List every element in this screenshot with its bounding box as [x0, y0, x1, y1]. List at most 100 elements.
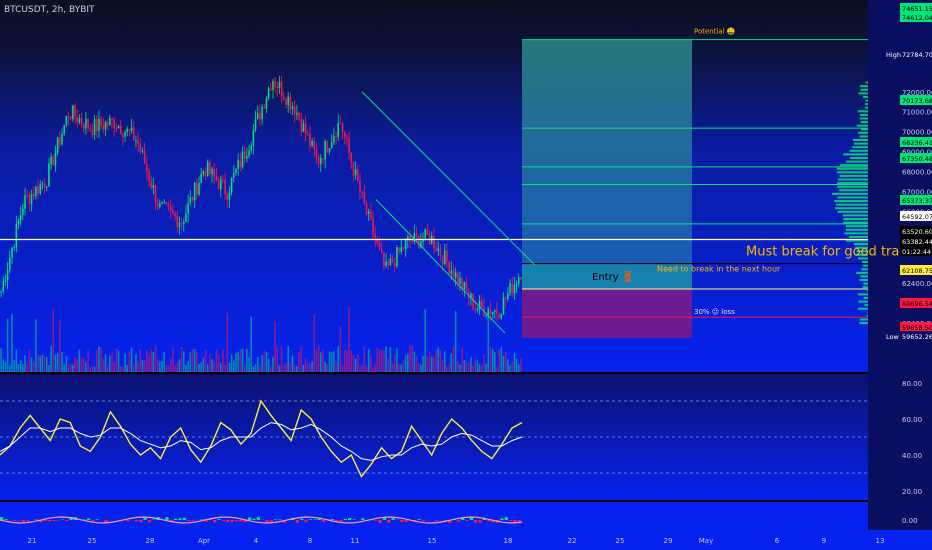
volume-bar [263, 350, 266, 372]
volume-bar [394, 354, 396, 372]
volume-bar [11, 314, 13, 372]
volume-bar [296, 366, 298, 372]
osc-bar [321, 520, 326, 522]
price-tick-label: 69000.00 [902, 149, 932, 157]
volume-profile-bar [860, 275, 868, 278]
rsi-line [0, 399, 523, 478]
candle-body [89, 127, 92, 130]
osc-bar [213, 520, 217, 523]
candle-body [426, 229, 429, 236]
osc-bar [517, 520, 521, 523]
volume-profile-bar [849, 156, 868, 159]
volume-bar [346, 350, 348, 372]
candle-body [417, 235, 420, 248]
volume-bar [185, 364, 187, 372]
candle-body [463, 281, 466, 290]
candle-body [411, 240, 413, 242]
x-tick-label: 11 [351, 537, 360, 545]
x-tick-label: 22 [568, 537, 577, 545]
candle-body [126, 128, 128, 132]
volume-bar [446, 366, 448, 372]
osc-bar [504, 517, 508, 520]
osc-bar [87, 518, 91, 520]
rsi-tick-label: 20.00 [902, 488, 922, 496]
price-tag-value: 72784.70 [902, 51, 932, 59]
volume-bar [265, 352, 268, 372]
volume-profile-bar [864, 304, 868, 307]
osc-bar [343, 518, 347, 520]
candle-body [6, 269, 9, 281]
candle-body [32, 193, 35, 197]
volume-bar [409, 345, 411, 372]
osc-bar [139, 520, 143, 523]
candle-body [189, 197, 192, 204]
candle-body [261, 106, 263, 120]
x-axis-background [0, 530, 932, 550]
volume-bar [102, 358, 105, 372]
candle-body [500, 313, 503, 319]
price-tag-value: 70173.68 [902, 97, 932, 105]
volume-bar [35, 319, 37, 372]
volume-bar [289, 361, 292, 372]
candle-body [504, 297, 507, 299]
candle-body [193, 182, 196, 201]
osc-bar [104, 520, 108, 523]
candle-body [457, 272, 459, 284]
volume-bar [111, 353, 113, 372]
volume-profile-bar [865, 99, 868, 102]
price-tag [900, 322, 932, 332]
price-tag-value: 64592.07 [902, 213, 932, 221]
volume-bar [98, 346, 100, 372]
candle-body [322, 158, 324, 160]
candle-body [509, 283, 511, 294]
candle-body [4, 280, 7, 282]
osc-bar [469, 517, 474, 520]
volume-bar [504, 351, 507, 372]
volume-profile-bar [857, 307, 868, 310]
volume-bar [172, 346, 174, 372]
candle-body [346, 137, 348, 139]
candle-body [250, 145, 252, 151]
candle-body [485, 315, 487, 317]
osc-bar [234, 520, 239, 522]
price-tag [900, 95, 932, 105]
volume-bar [283, 364, 285, 372]
candle-body [67, 116, 70, 118]
volume-bar [502, 356, 505, 372]
osc-bar [52, 520, 56, 521]
volume-bar [193, 349, 196, 372]
candle-body [280, 82, 283, 97]
volume-bar [50, 345, 52, 372]
osc-bar [334, 520, 339, 523]
volume-bar [476, 360, 479, 372]
volume-bar [309, 363, 311, 372]
candle-body [354, 169, 357, 176]
volume-profile-bar [838, 189, 868, 192]
volume-bar [133, 364, 135, 372]
volume-bar [402, 360, 405, 372]
x-tick-label: 9 [822, 537, 826, 545]
volume-bar [152, 351, 155, 372]
main-pane-background [0, 0, 868, 372]
candle-body [326, 141, 329, 152]
volume-bar [267, 358, 270, 372]
volume-bar [441, 359, 444, 372]
volume-bar [124, 353, 126, 372]
candle-body [148, 171, 150, 181]
volume-bar [507, 359, 509, 372]
volume-bar [143, 360, 146, 372]
candle-body [226, 193, 229, 200]
candle-body [139, 143, 142, 152]
volume-bar [304, 358, 307, 372]
volume-profile-bar [855, 253, 868, 256]
volume-profile-bar [865, 81, 868, 84]
volume-bar [213, 362, 215, 372]
candle-body [146, 164, 148, 172]
volume-bar [67, 365, 70, 372]
volume-bar [426, 356, 429, 372]
osc-bar [239, 520, 243, 522]
candle-body [28, 195, 31, 204]
volume-bar [246, 348, 248, 372]
volume-bar [361, 364, 363, 372]
